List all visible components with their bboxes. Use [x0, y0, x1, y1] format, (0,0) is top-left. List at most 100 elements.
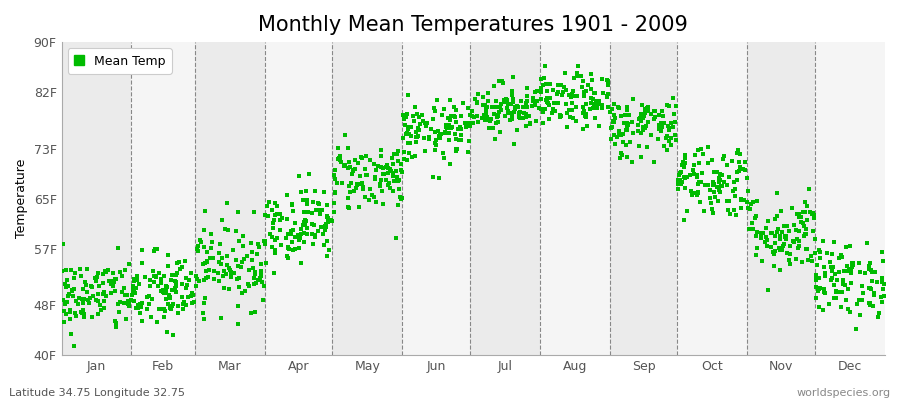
Point [481, 97, 495, 104]
Point [721, 206, 735, 213]
Point [341, 183, 356, 189]
Point [69, 298, 84, 304]
Point [157, 306, 171, 312]
Point [706, 182, 721, 188]
Point [308, 188, 322, 194]
Point [207, 268, 221, 274]
Point [438, 128, 453, 135]
Point [822, 300, 836, 307]
Point [448, 148, 463, 154]
Point [472, 119, 486, 125]
Point [248, 279, 263, 286]
Point [656, 113, 670, 120]
Point [173, 266, 187, 272]
Point [690, 174, 705, 180]
Point [449, 106, 464, 113]
Point [369, 199, 383, 205]
Point [392, 186, 406, 192]
Point [254, 270, 268, 276]
Point [662, 126, 677, 133]
Point [551, 89, 565, 95]
Point [504, 101, 518, 108]
Point [625, 159, 639, 166]
Point [234, 258, 248, 265]
Point [816, 286, 831, 292]
Point [738, 158, 752, 165]
Point [861, 285, 876, 292]
Point [158, 314, 172, 320]
Point [76, 309, 91, 316]
Point [286, 227, 301, 234]
Point [300, 225, 314, 232]
Point [109, 276, 123, 282]
Point [302, 171, 317, 178]
Point [565, 106, 580, 113]
Point [570, 73, 584, 79]
Point [297, 217, 311, 223]
Point [105, 278, 120, 284]
Point [706, 189, 721, 195]
Point [519, 85, 534, 91]
Point [234, 290, 248, 296]
Text: worldspecies.org: worldspecies.org [796, 388, 891, 398]
Point [273, 211, 287, 217]
Point [484, 116, 499, 122]
Point [742, 206, 757, 212]
Point [619, 104, 634, 110]
Point [616, 120, 631, 126]
Point [202, 255, 217, 262]
Point [387, 150, 401, 157]
Point [164, 277, 178, 283]
Point [778, 232, 793, 239]
Point [844, 268, 859, 274]
Point [529, 88, 544, 94]
Point [518, 114, 533, 120]
Point [462, 138, 476, 144]
Point [526, 95, 540, 101]
Point [392, 177, 406, 183]
Point [162, 292, 176, 298]
Point [439, 125, 454, 131]
Point [798, 230, 813, 237]
Point [159, 283, 174, 290]
Point [587, 90, 601, 97]
Point [576, 110, 590, 116]
Point [794, 214, 808, 220]
Point [126, 284, 140, 291]
Point [397, 114, 411, 120]
Point [166, 272, 180, 278]
Point [409, 134, 423, 140]
Point [147, 279, 161, 285]
Point [877, 292, 891, 299]
Point [243, 310, 257, 316]
Point [728, 193, 742, 199]
Point [690, 171, 705, 178]
Point [864, 278, 878, 284]
Point [875, 279, 889, 286]
Point [93, 302, 107, 308]
Point [246, 265, 260, 272]
Point [105, 283, 120, 290]
Point [539, 98, 554, 105]
Point [509, 127, 524, 134]
Point [104, 280, 118, 286]
Point [555, 89, 570, 96]
Point [245, 248, 259, 255]
Point [484, 104, 499, 110]
Point [741, 188, 755, 194]
Point [578, 112, 592, 119]
Point [708, 193, 723, 200]
Point [779, 250, 794, 256]
Point [826, 282, 841, 288]
Point [392, 158, 406, 164]
Point [224, 269, 238, 276]
Point [446, 113, 461, 119]
Point [85, 282, 99, 289]
Point [630, 128, 644, 134]
Point [163, 305, 177, 311]
Point [416, 118, 430, 124]
Point [232, 284, 247, 290]
Point [298, 222, 312, 229]
Point [148, 273, 162, 279]
Point [300, 197, 314, 204]
